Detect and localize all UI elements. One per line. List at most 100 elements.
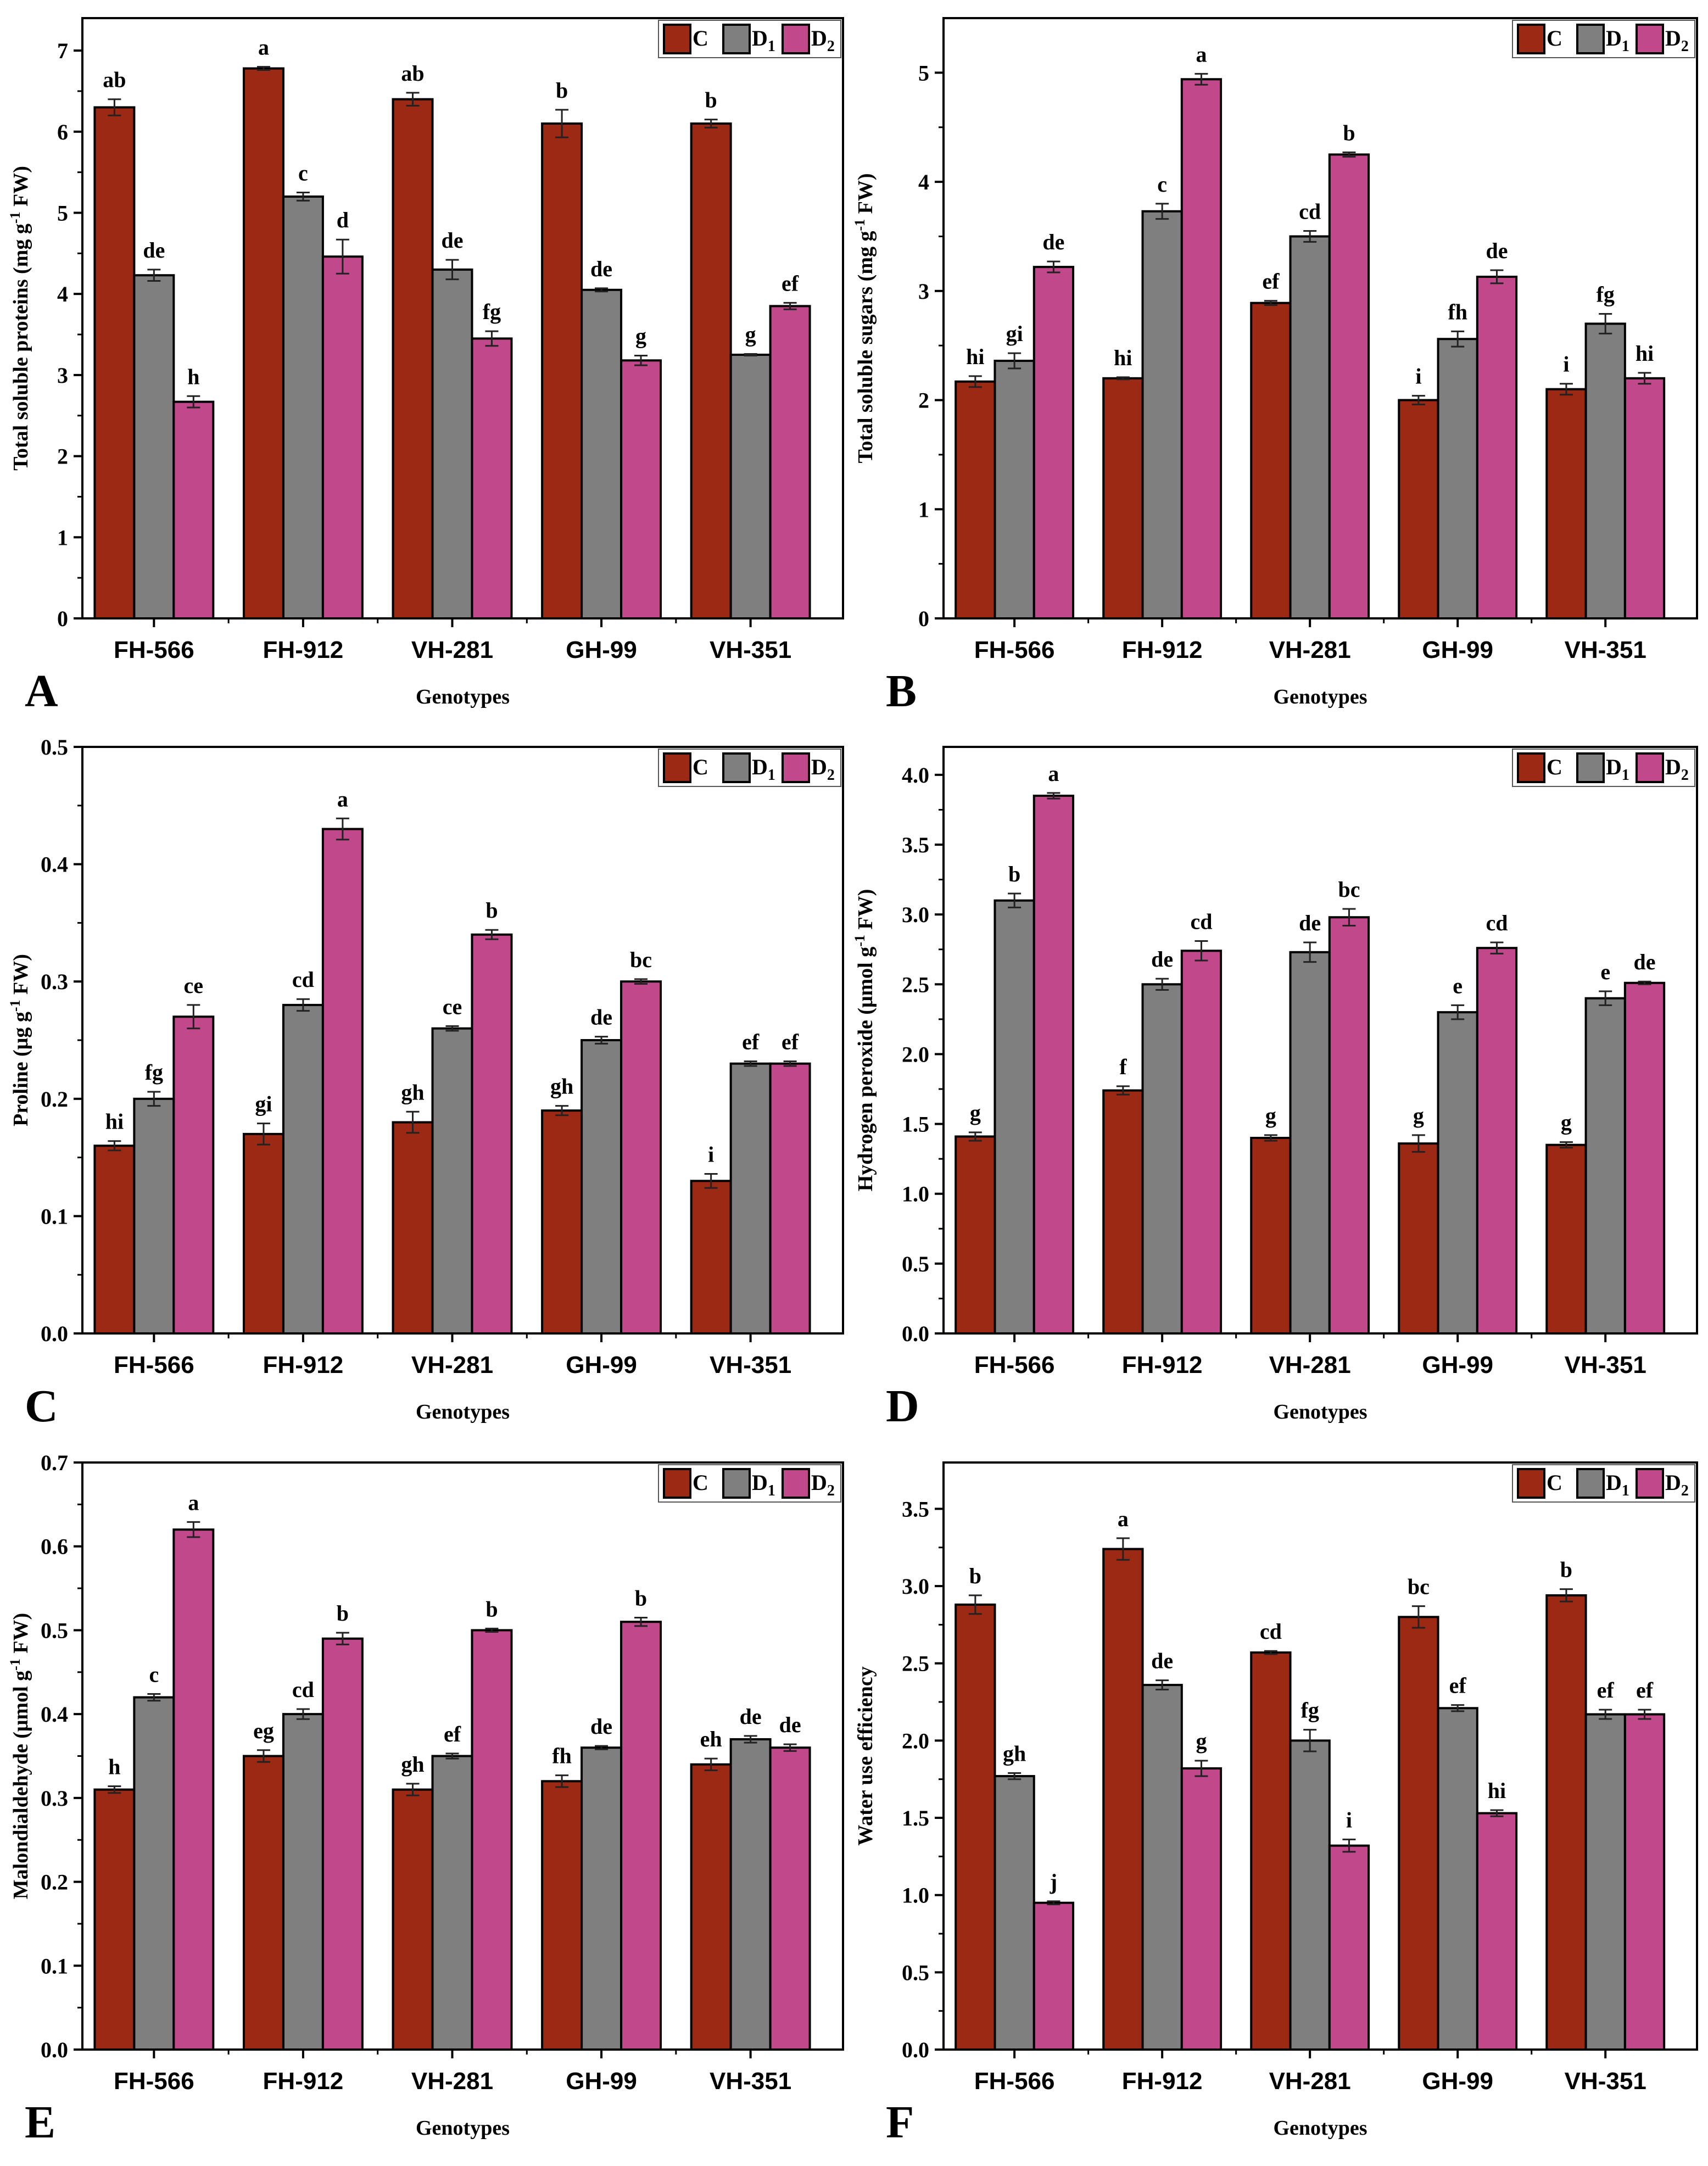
- significance-letter: fg: [145, 1060, 163, 1085]
- legend-label: D2: [1665, 26, 1689, 55]
- bar-c: [1545, 388, 1587, 619]
- y-tick-label: 0.2: [41, 1087, 68, 1112]
- bar-d2: [471, 337, 513, 619]
- panel-label: A: [25, 666, 58, 717]
- significance-letter: ef: [742, 1029, 760, 1054]
- error-bar: [108, 1140, 121, 1152]
- x-tick-label: FH-566: [974, 2068, 1055, 2095]
- error-bar: [1342, 151, 1356, 158]
- significance-letter: h: [187, 364, 199, 389]
- legend-swatch-c: [1517, 1468, 1545, 1499]
- error-bar: [1303, 230, 1317, 243]
- legend: C D1 D2: [658, 20, 841, 58]
- y-axis-label-sup: -1: [852, 935, 868, 947]
- significance-letter: g: [970, 1101, 981, 1125]
- bar-d1: [993, 1775, 1035, 2051]
- error-bar: [485, 1627, 499, 1633]
- y-axis-label-unit: FW): [9, 166, 32, 211]
- x-tick-label: VH-351: [710, 637, 791, 663]
- legend-swatch-c: [663, 752, 691, 783]
- legend-label: D1: [1606, 755, 1629, 784]
- error-bar: [1599, 1709, 1612, 1720]
- bar-d1: [282, 1003, 324, 1335]
- x-tick-label: VH-281: [411, 1352, 493, 1378]
- bar-d2: [172, 1528, 215, 2051]
- bar-c: [1545, 1143, 1587, 1335]
- bar-d2: [1032, 1901, 1075, 2051]
- y-tick-label: 0.4: [41, 852, 68, 877]
- bar-d1: [1584, 1713, 1626, 2051]
- error-bar: [1411, 1605, 1425, 1629]
- y-tick-label: 2.5: [902, 972, 929, 997]
- legend-label: D1: [752, 755, 775, 784]
- legend-swatch-c: [1517, 752, 1545, 783]
- significance-letter: cd: [1190, 909, 1212, 934]
- significance-letter: b: [969, 1564, 981, 1588]
- bar-d2: [1623, 981, 1666, 1335]
- bar-d2: [769, 305, 811, 619]
- y-tick-label: 4.0: [902, 763, 929, 788]
- bar-d1: [581, 288, 623, 619]
- y-axis-label: Proline (μg g-1 FW): [7, 954, 32, 1126]
- legend-label: D1: [752, 1470, 775, 1499]
- significance-letter: b: [556, 78, 568, 103]
- error-bar: [1451, 330, 1465, 348]
- y-tick-label: 6: [57, 120, 68, 144]
- y-tick-label: 0.0: [902, 2037, 929, 2062]
- bar-c: [955, 380, 996, 620]
- y-tick-label: 0.5: [902, 1960, 929, 1985]
- legend-swatch-c: [663, 24, 691, 54]
- significance-letter: g: [745, 322, 756, 347]
- bar-c: [1102, 1089, 1144, 1335]
- bar-d2: [1180, 78, 1223, 619]
- significance-letter: a: [337, 786, 348, 811]
- panel-label: E: [25, 2097, 55, 2148]
- bar-c: [242, 67, 284, 619]
- legend: C D1 D2: [658, 1464, 841, 1503]
- bar-d2: [471, 933, 513, 1335]
- error-bar: [1264, 1650, 1277, 1655]
- bar-d2: [1328, 916, 1370, 1335]
- y-tick-label: 0.0: [902, 1321, 929, 1346]
- bar-d2: [1328, 1844, 1370, 2051]
- error-bar: [147, 1693, 161, 1702]
- bar-d2: [1623, 1713, 1666, 2051]
- y-tick-label: 0.7: [41, 1450, 68, 1475]
- significance-letter: de: [143, 238, 165, 263]
- legend-swatch-d1: [1576, 1468, 1605, 1499]
- bar-c: [242, 1755, 284, 2051]
- bar-c: [690, 122, 732, 620]
- error-bar: [968, 1131, 982, 1142]
- significance-letter: hi: [1636, 341, 1654, 366]
- significance-letter: ef: [1636, 1678, 1654, 1702]
- y-tick-label: 2.5: [902, 1651, 929, 1676]
- bar-d2: [172, 1015, 215, 1335]
- y-tick-label: 3.0: [902, 902, 929, 927]
- significance-letter: gh: [401, 1080, 424, 1104]
- bar-c: [392, 98, 434, 619]
- error-bar: [296, 192, 310, 202]
- bar-d1: [133, 1696, 175, 2051]
- error-bar: [1638, 372, 1651, 385]
- legend-label-base: C: [693, 755, 708, 779]
- x-tick-label: FH-566: [114, 2068, 194, 2095]
- y-axis-label-unit: FW): [9, 1613, 32, 1659]
- error-bar: [704, 1173, 718, 1189]
- error-bar: [1638, 980, 1651, 985]
- bar-c: [955, 1603, 996, 2051]
- error-bar: [1116, 1537, 1130, 1561]
- legend: C D1 D2: [1512, 749, 1695, 787]
- significance-letter: ef: [1262, 269, 1280, 294]
- error-bar: [445, 1752, 459, 1760]
- bar-c: [541, 1780, 583, 2051]
- bar-d2: [620, 359, 662, 619]
- bar-d2: [1032, 266, 1075, 619]
- significance-letter: hi: [1114, 345, 1132, 370]
- error-bar: [1559, 1588, 1573, 1603]
- y-tick-label: 0.1: [41, 1953, 68, 1978]
- significance-letter: g: [1265, 1103, 1276, 1128]
- error-bar: [968, 1594, 982, 1615]
- bar-c: [1398, 1142, 1439, 1335]
- bar-d2: [321, 828, 364, 1335]
- significance-letter: ab: [103, 68, 126, 92]
